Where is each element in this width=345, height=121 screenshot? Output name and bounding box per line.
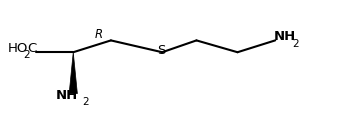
Text: NH: NH	[274, 30, 296, 43]
Text: R: R	[95, 28, 103, 41]
Text: 2: 2	[24, 50, 30, 60]
Text: 2: 2	[82, 98, 89, 107]
Text: HO: HO	[8, 42, 29, 55]
Text: NH: NH	[55, 89, 78, 102]
Text: S: S	[157, 44, 166, 57]
Text: C: C	[28, 42, 37, 55]
Text: 2: 2	[292, 39, 299, 49]
Polygon shape	[69, 52, 77, 94]
